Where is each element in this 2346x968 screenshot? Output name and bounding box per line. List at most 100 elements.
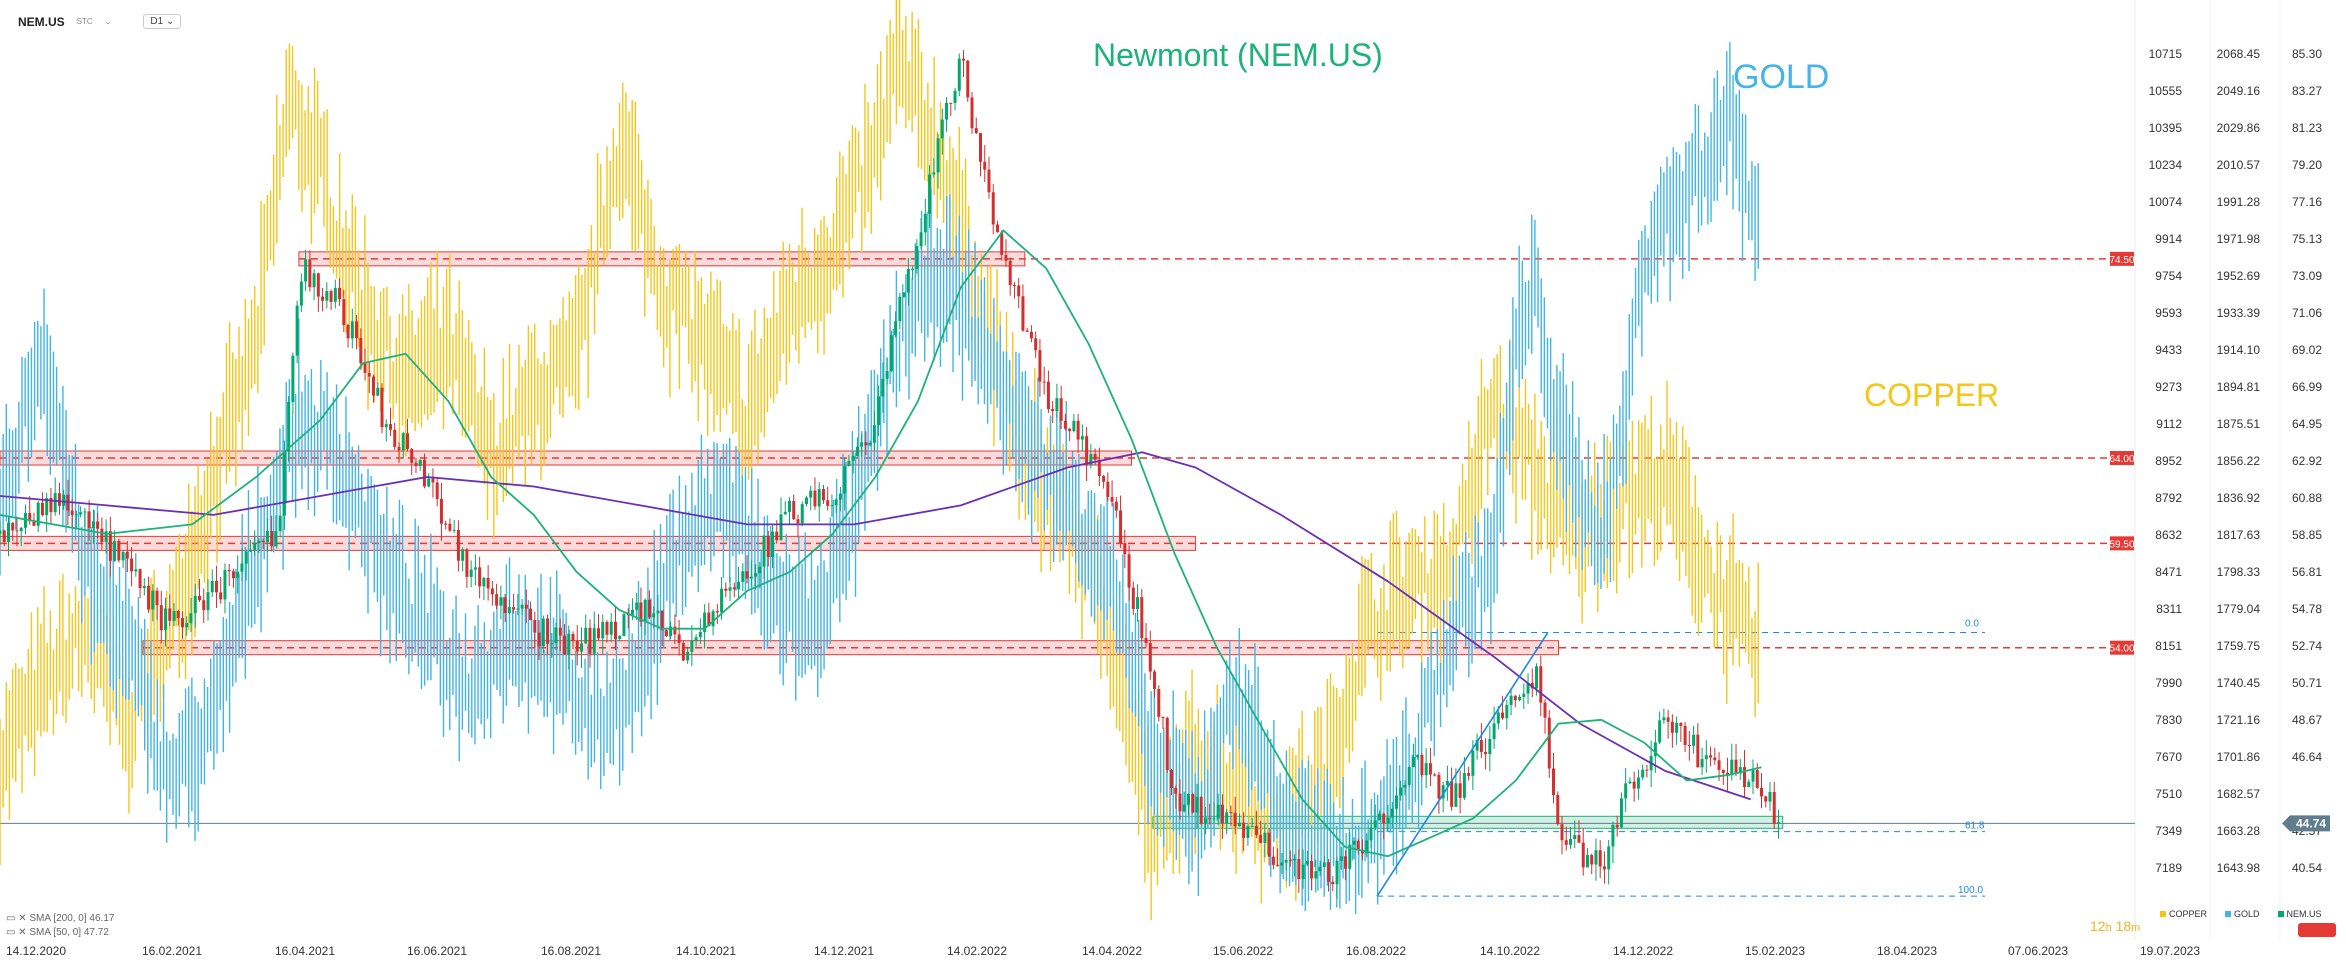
symbol-sub-label[interactable]: STC <box>76 17 93 26</box>
nem-candle-body <box>499 597 503 606</box>
symbol-label[interactable]: NEM.US <box>18 14 65 29</box>
nem-candle-body <box>282 451 286 516</box>
indicator-legend: ▭ ✕ SMA [200, 0] 46.17 ▭ ✕ SMA [50, 0] 4… <box>6 912 114 940</box>
nem-candle-body <box>821 489 825 501</box>
nem-candle-body <box>121 551 125 561</box>
nem-candle-body <box>1080 436 1084 440</box>
legend-copper[interactable]: COPPER <box>2160 909 2207 919</box>
nem-candle-body <box>1492 723 1496 739</box>
nem-candle-body <box>1632 781 1636 789</box>
nem-candle-body <box>1271 856 1275 865</box>
sma200-label: SMA [200, 0] 46.17 <box>29 913 115 924</box>
nem-candle-body <box>1522 693 1526 697</box>
nem-candle-body <box>690 640 694 652</box>
close-instrument-button[interactable] <box>2298 923 2336 937</box>
nem-candle-body <box>1123 543 1127 555</box>
nem-candle-body <box>605 621 609 635</box>
nem-candle-body <box>698 632 702 638</box>
nem-candle-body <box>202 600 206 611</box>
fib-bottom-label: 100.0 <box>1958 885 1983 896</box>
nem-candle-body <box>1713 757 1717 761</box>
nem-candle-body <box>1310 861 1314 879</box>
nem-candle-body <box>1471 750 1475 776</box>
nem-candle-body <box>130 558 134 572</box>
nem-candle-body <box>414 462 418 467</box>
nem-candle-body <box>957 58 961 91</box>
sma200-legend[interactable]: ▭ ✕ SMA [200, 0] 46.17 <box>6 913 115 924</box>
nem-candle-body <box>1607 846 1611 870</box>
nem-candle-body <box>779 514 783 541</box>
nem-candle-body <box>147 585 151 610</box>
nem-candle-body <box>529 608 533 621</box>
nem-candle-body <box>630 609 634 615</box>
axis1-tick-label: 9112 <box>2156 417 2182 431</box>
nem-candle-body <box>495 594 499 606</box>
x-tick-label: 14.02.2022 <box>947 944 1007 958</box>
nem-candle-body <box>1441 785 1445 799</box>
axis2-tick-label: 1933.39 <box>2217 306 2261 320</box>
sma50-legend[interactable]: ▭ ✕ SMA [50, 0] 47.72 <box>6 927 109 938</box>
nem-candle-body <box>1535 666 1539 689</box>
axis3-tick-label: 69.02 <box>2292 343 2322 357</box>
nem-candle-body <box>155 590 159 606</box>
axis1-tick-label: 8792 <box>2155 491 2182 505</box>
nem-candle-body <box>1496 712 1500 724</box>
nem-candle-body <box>151 590 155 610</box>
nem-candle-body <box>70 510 74 516</box>
nem-candle-body <box>1662 717 1666 721</box>
nem-candle-body <box>1403 784 1407 788</box>
level-price-tag <box>2110 536 2134 551</box>
nem-candle-body <box>1590 854 1594 865</box>
nem-candle-body <box>45 498 49 516</box>
nem-candle-body <box>902 292 906 297</box>
nem-candle-body <box>168 608 172 621</box>
nem-candle-body <box>1730 759 1734 776</box>
axis2-tick-label: 1759.75 <box>2217 639 2261 653</box>
nem-candle-body <box>1051 409 1055 412</box>
nem-candle-body <box>567 633 571 655</box>
axis2-tick-label: 1971.98 <box>2217 232 2261 246</box>
nem-candle-body <box>1203 818 1207 824</box>
nem-candle-body <box>1624 783 1628 799</box>
nem-candle-body <box>1467 773 1471 776</box>
nem-candle-body <box>1675 723 1679 733</box>
nem-candle-body <box>244 551 248 564</box>
timeframe-select[interactable]: D1 ⌄ <box>143 14 182 29</box>
nem-candle-body <box>516 608 520 610</box>
timer-hours-unit: h <box>2105 922 2112 934</box>
axis3-tick-label: 54.78 <box>2292 602 2322 616</box>
nem-candle-body <box>138 569 142 589</box>
nem-candle-body <box>1658 720 1662 743</box>
axis1-tick-label: 10555 <box>2149 84 2183 98</box>
nem-candle-body <box>1445 781 1449 786</box>
nem-candle-body <box>189 613 193 624</box>
nem-candle-body <box>304 259 308 282</box>
axis2-tick-label: 2029.86 <box>2217 121 2261 135</box>
nem-candle-body <box>32 521 36 526</box>
nem-candle-body <box>639 602 643 622</box>
nem-candle-body <box>1059 398 1063 421</box>
axis3-tick-label: 71.06 <box>2292 306 2322 320</box>
nem-candle-body <box>1547 717 1551 769</box>
legend-nem[interactable]: NEM.US <box>2277 909 2322 919</box>
nem-candle-body <box>1178 793 1182 812</box>
nem-candle-body <box>703 612 707 633</box>
nem-candle-body <box>405 433 409 449</box>
nem-candle-body <box>928 174 932 214</box>
nem-candle-body <box>681 643 685 661</box>
axis3-tick-label: 77.16 <box>2292 195 2322 209</box>
nem-candle-body <box>715 611 719 613</box>
nem-candle-body <box>1356 840 1360 850</box>
nem-candle-body <box>108 531 112 561</box>
nem-candle-body <box>1505 705 1509 719</box>
nem-candle-body <box>79 512 83 515</box>
nem-candle-body <box>792 500 796 520</box>
nem-candle-body <box>813 490 817 507</box>
legend-gold[interactable]: GOLD <box>2225 909 2260 919</box>
chevron-down-icon[interactable]: ⌄ <box>104 17 112 26</box>
nem-candle-body <box>1225 812 1229 824</box>
nem-candle-body <box>1666 717 1670 722</box>
nem-candle-body <box>1127 554 1131 588</box>
nem-candle-body <box>864 442 868 446</box>
